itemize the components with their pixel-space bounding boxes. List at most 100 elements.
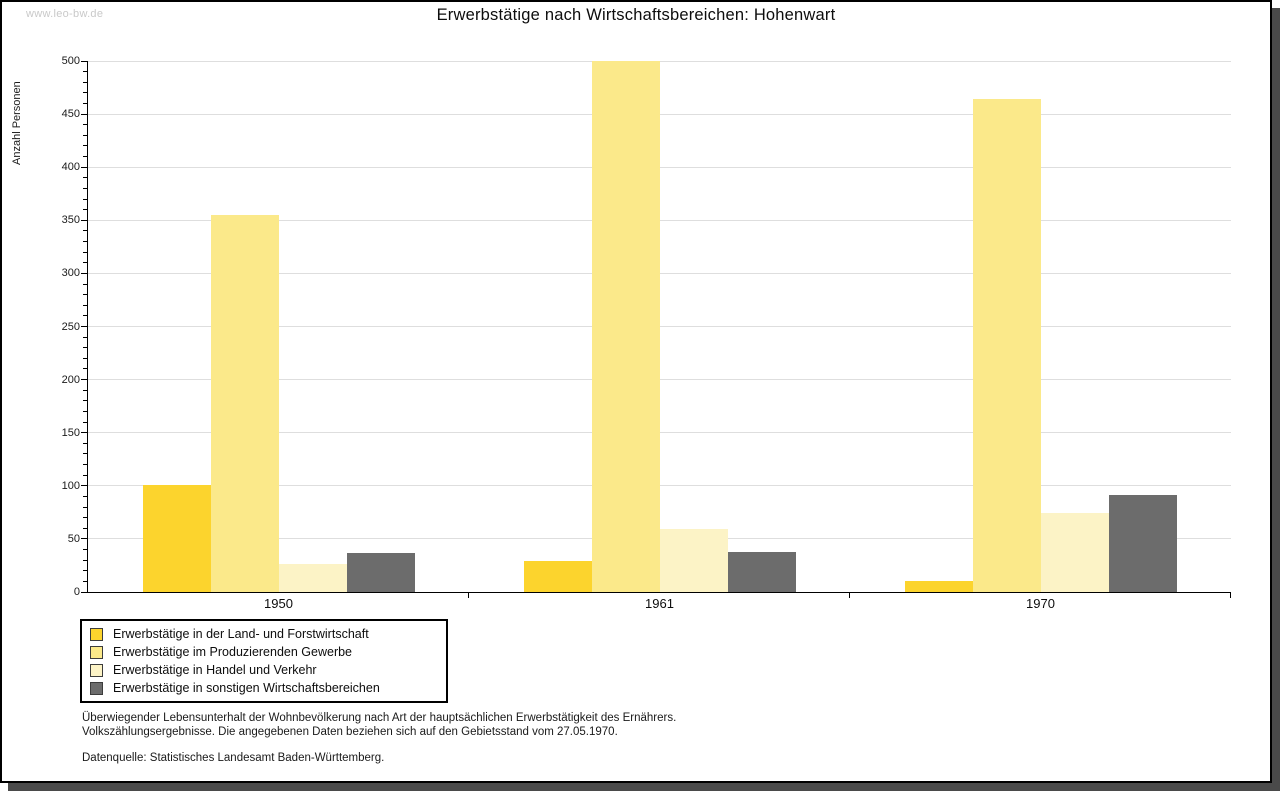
y-tick-minor <box>83 156 88 158</box>
y-tick-minor <box>83 145 88 147</box>
y-gridline <box>88 326 1231 327</box>
y-tick-minor <box>83 177 88 179</box>
y-tick-major <box>81 113 88 115</box>
y-tick-minor <box>83 241 88 243</box>
legend-label: Erwerbstätige in der Land- und Forstwirt… <box>113 627 369 641</box>
y-tick-label: 400 <box>61 161 80 174</box>
legend-label: Erwerbstätige im Produzierenden Gewerbe <box>113 645 353 659</box>
bar <box>210 215 279 592</box>
x-category-label: 1950 <box>264 596 293 611</box>
y-tick-major <box>81 379 88 381</box>
y-tick-minor <box>83 304 88 306</box>
y-tick-label: 100 <box>61 479 80 492</box>
bar <box>278 564 347 592</box>
legend-swatch <box>90 663 103 677</box>
y-tick-minor <box>83 347 88 349</box>
y-tick-minor <box>83 357 88 359</box>
y-tick-minor <box>83 283 88 285</box>
legend: Erwerbstätige in der Land- und Forstwirt… <box>80 619 448 703</box>
bar <box>727 551 796 592</box>
y-tick-minor <box>83 92 88 94</box>
source-line: Datenquelle: Statistisches Landesamt Bad… <box>82 752 385 764</box>
legend-item: Erwerbstätige im Produzierenden Gewerbe <box>90 645 438 659</box>
y-tick-major <box>81 272 88 274</box>
y-tick-minor <box>83 570 88 572</box>
y-gridline <box>88 485 1231 487</box>
y-gridline <box>88 60 1231 62</box>
y-tick-label: 0 <box>73 586 80 598</box>
y-tick-minor <box>83 400 88 402</box>
y-tick-minor <box>83 410 88 412</box>
y-tick-minor <box>83 124 88 126</box>
y-tick-minor <box>83 134 88 136</box>
y-tick-minor <box>83 517 88 519</box>
bar <box>1040 513 1109 592</box>
y-tick-label: 50 <box>67 532 80 545</box>
y-tick-major <box>81 219 88 221</box>
footnote-line-1: Überwiegender Lebensunterhalt der Wohnbe… <box>82 712 677 724</box>
frame-shadow-bottom <box>8 783 1280 791</box>
y-tick-minor <box>83 315 88 317</box>
x-tick <box>1230 593 1231 598</box>
watermark-url: www.leo-bw.de <box>26 8 104 20</box>
y-tick-minor <box>83 262 88 264</box>
legend-item: Erwerbstätige in sonstigen Wirtschaftsbe… <box>90 681 438 695</box>
y-tick-major <box>81 591 88 593</box>
y-tick-major <box>81 60 88 62</box>
bar <box>972 99 1041 592</box>
y-tick-label: 150 <box>61 426 80 439</box>
y-tick-label: 350 <box>61 214 80 227</box>
y-tick-label: 200 <box>61 373 80 386</box>
bar <box>659 529 728 592</box>
y-tick-minor <box>83 102 88 104</box>
y-tick-label: 500 <box>61 55 80 67</box>
bar <box>904 581 973 592</box>
y-gridline <box>88 432 1231 434</box>
y-tick-minor <box>83 198 88 200</box>
y-tick-minor <box>83 527 88 529</box>
x-tick <box>849 593 850 598</box>
bar <box>523 561 592 592</box>
legend-swatch <box>90 645 103 659</box>
y-tick-minor <box>83 442 88 444</box>
legend-label: Erwerbstätige in sonstigen Wirtschaftsbe… <box>113 681 380 695</box>
y-tick-minor <box>83 389 88 391</box>
y-tick-minor <box>83 294 88 296</box>
y-tick-label: 450 <box>61 108 80 121</box>
y-tick-minor <box>83 506 88 508</box>
y-tick-minor <box>83 209 88 211</box>
y-tick-minor <box>83 559 88 561</box>
y-tick-minor <box>83 453 88 455</box>
y-tick-major <box>81 485 88 487</box>
y-tick-label: 250 <box>61 320 80 333</box>
y-tick-minor <box>83 336 88 338</box>
x-category-label: 1970 <box>1026 596 1055 611</box>
bar <box>346 552 415 592</box>
plot-area: 0 50 100 150 200 250 300 350 400 450 500 1950 1961 19… <box>62 55 1231 611</box>
y-tick-minor <box>83 251 88 253</box>
y-tick-major <box>81 538 88 540</box>
y-tick-minor <box>83 187 88 189</box>
legend-label: Erwerbstätige in Handel und Verkehr <box>113 663 317 677</box>
y-tick-label: 300 <box>61 267 80 280</box>
y-tick-minor <box>83 368 88 370</box>
chart-title: Erwerbstätige nach Wirtschaftsbereichen:… <box>436 6 836 24</box>
legend-swatch <box>90 681 103 695</box>
y-gridline <box>88 272 1231 274</box>
frame-shadow-right <box>1272 8 1280 791</box>
y-tick-minor <box>83 421 88 423</box>
y-axis-label: Anzahl Personen <box>11 81 23 165</box>
legend-swatch <box>90 627 103 641</box>
y-gridline <box>88 113 1231 115</box>
y-tick-minor <box>83 81 88 83</box>
x-category-label: 1961 <box>645 596 674 611</box>
y-tick-major <box>81 432 88 434</box>
y-gridline <box>88 166 1231 168</box>
y-tick-minor <box>83 495 88 497</box>
legend-item: Erwerbstätige in der Land- und Forstwirt… <box>90 627 438 641</box>
y-gridline <box>88 379 1231 381</box>
footnotes: Überwiegender Lebensunterhalt der Wohnbe… <box>82 712 676 766</box>
y-tick-minor <box>83 71 88 73</box>
bar <box>1108 495 1177 592</box>
